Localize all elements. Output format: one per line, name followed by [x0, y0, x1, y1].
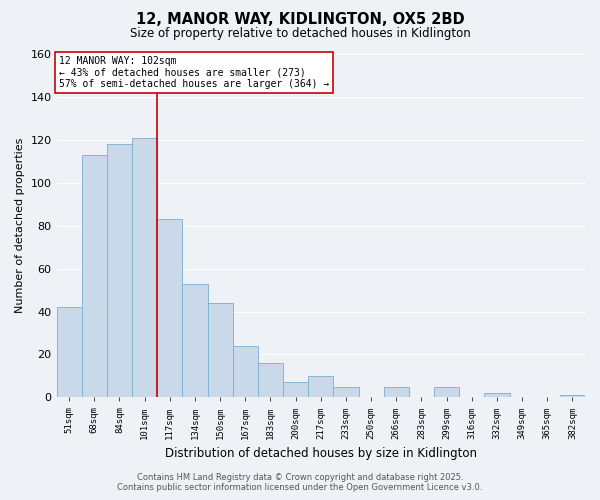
Bar [484, 393, 509, 398]
Bar [308, 376, 334, 398]
Bar [233, 346, 258, 398]
Bar [283, 382, 308, 398]
Bar [383, 386, 409, 398]
Bar [182, 284, 208, 398]
Bar [132, 138, 157, 398]
Bar [208, 303, 233, 398]
Bar [434, 386, 459, 398]
Bar [258, 363, 283, 398]
Y-axis label: Number of detached properties: Number of detached properties [15, 138, 25, 314]
Text: 12 MANOR WAY: 102sqm
← 43% of detached houses are smaller (273)
57% of semi-deta: 12 MANOR WAY: 102sqm ← 43% of detached h… [59, 56, 329, 89]
Text: Contains HM Land Registry data © Crown copyright and database right 2025.
Contai: Contains HM Land Registry data © Crown c… [118, 473, 482, 492]
Bar [56, 307, 82, 398]
Bar [82, 155, 107, 398]
X-axis label: Distribution of detached houses by size in Kidlington: Distribution of detached houses by size … [165, 447, 477, 460]
Bar [157, 220, 182, 398]
Text: 12, MANOR WAY, KIDLINGTON, OX5 2BD: 12, MANOR WAY, KIDLINGTON, OX5 2BD [136, 12, 464, 28]
Bar [560, 395, 585, 398]
Bar [107, 144, 132, 398]
Text: Size of property relative to detached houses in Kidlington: Size of property relative to detached ho… [130, 28, 470, 40]
Bar [334, 386, 359, 398]
